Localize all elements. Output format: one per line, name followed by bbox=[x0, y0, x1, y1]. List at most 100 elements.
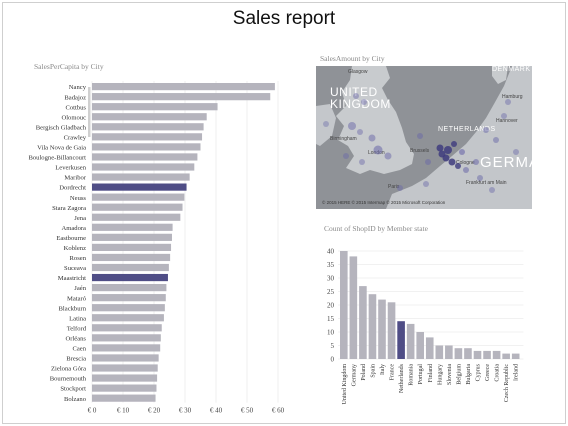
map-bubble[interactable] bbox=[505, 99, 511, 105]
category-label: Blackburn bbox=[59, 305, 87, 312]
bar[interactable] bbox=[502, 353, 510, 359]
bar[interactable] bbox=[92, 374, 158, 382]
bar[interactable] bbox=[483, 350, 491, 359]
bar[interactable] bbox=[92, 284, 167, 292]
bar[interactable] bbox=[368, 294, 377, 359]
bar[interactable] bbox=[425, 337, 434, 359]
map-bubble[interactable] bbox=[343, 153, 349, 159]
map-label-hamburg: Hamburg bbox=[502, 94, 523, 100]
bar[interactable] bbox=[92, 253, 171, 262]
y-tick-label: 25 bbox=[327, 288, 335, 296]
bar[interactable] bbox=[92, 364, 158, 372]
map-bubble[interactable] bbox=[477, 175, 483, 181]
map-bubble[interactable] bbox=[455, 163, 461, 169]
bar[interactable] bbox=[92, 83, 275, 91]
y-tick-label: 35 bbox=[327, 261, 335, 269]
map-bubble[interactable] bbox=[513, 149, 519, 155]
bar[interactable] bbox=[416, 332, 424, 359]
map-bubble[interactable] bbox=[483, 127, 489, 133]
map-bubble[interactable] bbox=[451, 141, 457, 147]
sales-amount-map[interactable]: UNITED KINGDOM NETHERLANDS DENMARK GERMA… bbox=[316, 66, 532, 209]
map-bubble[interactable] bbox=[463, 167, 469, 173]
bar[interactable] bbox=[92, 304, 165, 312]
bar[interactable] bbox=[92, 143, 201, 151]
map-bubble[interactable] bbox=[448, 158, 456, 166]
category-label: Germany bbox=[351, 364, 357, 386]
bar[interactable] bbox=[473, 350, 482, 359]
bar[interactable] bbox=[92, 354, 159, 362]
bar[interactable] bbox=[92, 173, 190, 181]
bar[interactable] bbox=[492, 350, 501, 359]
map-bubble[interactable] bbox=[357, 129, 363, 135]
bar[interactable] bbox=[92, 133, 203, 141]
map-bubble[interactable] bbox=[368, 134, 376, 142]
bar[interactable] bbox=[92, 103, 218, 111]
category-label: France bbox=[390, 364, 396, 381]
map-attribution: © 2015 HERE © 2015 Intermap © 2015 Micro… bbox=[322, 200, 446, 205]
bar[interactable] bbox=[92, 243, 172, 251]
bar[interactable] bbox=[92, 113, 207, 121]
bar[interactable] bbox=[92, 123, 204, 131]
category-label: Crawley bbox=[64, 134, 87, 141]
bar[interactable] bbox=[92, 314, 164, 322]
map-bubble[interactable] bbox=[361, 99, 367, 105]
map-bubble[interactable] bbox=[489, 187, 495, 193]
bar[interactable] bbox=[454, 348, 463, 359]
bar[interactable] bbox=[92, 294, 166, 302]
bar[interactable] bbox=[378, 299, 386, 359]
map-bubble[interactable] bbox=[425, 159, 431, 165]
map-bubble[interactable] bbox=[501, 113, 507, 119]
bar[interactable] bbox=[92, 203, 183, 211]
bar[interactable] bbox=[92, 334, 161, 342]
bar[interactable] bbox=[349, 256, 358, 359]
map-bubble[interactable] bbox=[442, 154, 450, 162]
y-tick-label: 10 bbox=[327, 329, 335, 337]
map-bubble[interactable] bbox=[323, 121, 329, 127]
bar[interactable] bbox=[359, 286, 367, 359]
bar[interactable] bbox=[464, 348, 472, 359]
category-label: Eastbourne bbox=[56, 235, 86, 242]
bar[interactable] bbox=[92, 324, 162, 332]
bar[interactable] bbox=[92, 384, 157, 392]
bar[interactable] bbox=[445, 345, 453, 360]
scrollbar[interactable] bbox=[88, 87, 91, 137]
map-bubble[interactable] bbox=[493, 137, 499, 143]
bar[interactable] bbox=[92, 233, 172, 241]
bar[interactable] bbox=[92, 213, 181, 221]
bar[interactable] bbox=[92, 344, 161, 352]
bar[interactable] bbox=[92, 223, 173, 231]
bar[interactable] bbox=[340, 251, 348, 359]
map-bubble[interactable] bbox=[423, 181, 429, 187]
category-label: Maribor bbox=[64, 175, 86, 182]
map-bubble[interactable] bbox=[359, 159, 365, 165]
bar[interactable] bbox=[92, 163, 195, 171]
map-bubble[interactable] bbox=[417, 133, 423, 139]
map-label-netherlands: NETHERLANDS bbox=[438, 126, 496, 133]
bar[interactable] bbox=[92, 193, 185, 201]
map-bubble[interactable] bbox=[353, 93, 359, 99]
map-bubble[interactable] bbox=[397, 185, 403, 191]
bar[interactable] bbox=[406, 323, 415, 359]
category-label: Romania bbox=[409, 364, 415, 386]
bar[interactable] bbox=[435, 345, 444, 360]
bar[interactable] bbox=[387, 302, 396, 359]
map-bubble[interactable] bbox=[444, 146, 452, 154]
bar[interactable] bbox=[92, 394, 156, 402]
map-bubble[interactable] bbox=[384, 152, 392, 160]
bar[interactable] bbox=[511, 353, 520, 359]
map-label-germany: GERMAN bbox=[480, 154, 532, 171]
map-bubble[interactable] bbox=[348, 122, 356, 130]
map-bubble[interactable] bbox=[436, 144, 444, 152]
category-label: Poland bbox=[361, 364, 367, 381]
map-bubble[interactable] bbox=[473, 159, 479, 165]
category-label: Jena bbox=[74, 215, 86, 222]
category-label: United Kingdom bbox=[342, 364, 348, 405]
bar[interactable] bbox=[92, 273, 168, 282]
bar[interactable] bbox=[92, 263, 169, 272]
bar[interactable] bbox=[92, 183, 187, 191]
bar[interactable] bbox=[397, 321, 405, 359]
bar[interactable] bbox=[92, 153, 198, 161]
map-bubble[interactable] bbox=[373, 145, 383, 155]
bar[interactable] bbox=[92, 93, 271, 101]
map-bubble[interactable] bbox=[459, 149, 465, 155]
